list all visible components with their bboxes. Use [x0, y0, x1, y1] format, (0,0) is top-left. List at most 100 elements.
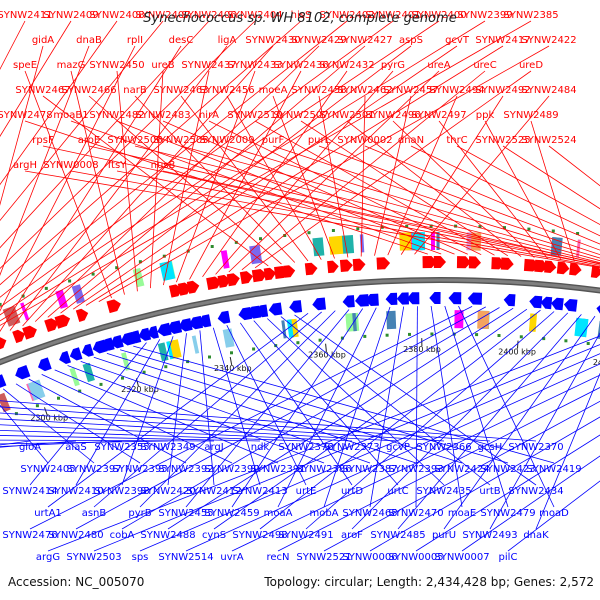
marker-dot	[527, 227, 531, 231]
forward-gene-label: SYNW2437	[181, 60, 236, 71]
forward-gene-arrow	[433, 256, 446, 268]
label-leader-line	[0, 20, 118, 186]
reverse-gene-label: urtA1	[34, 508, 62, 519]
kbp-tick-label: 2400 kbp	[498, 348, 536, 357]
marker-dot	[91, 272, 95, 276]
marker-dot	[234, 240, 238, 244]
marker-dot	[57, 396, 60, 400]
forward-gene-label: SYNW2385	[503, 10, 558, 21]
label-leader-line	[212, 327, 261, 486]
accession-text: Accession: NC_005070	[8, 575, 144, 589]
forward-gene-label: SYNW2489	[503, 110, 558, 121]
forward-gene-label: SYNW2492	[475, 85, 530, 96]
forward-gene-arrow	[12, 329, 25, 344]
label-leader-line	[70, 120, 442, 255]
summary-text: Topology: circular; Length: 2,434,428 bp…	[263, 575, 594, 589]
label-leader-line	[351, 312, 569, 530]
label-leader-line	[70, 70, 125, 295]
label-leader-line	[85, 45, 504, 306]
forward-gene-arrow	[468, 256, 481, 269]
reverse-gene-label: SYNW2397	[66, 464, 121, 475]
label-leader-line	[42, 145, 588, 264]
reverse-gene-label: SYNW2480	[48, 530, 103, 541]
marker-dot	[519, 335, 523, 339]
forward-gene-arrow	[352, 258, 366, 271]
forward-gene-label: SYNW0008	[43, 160, 98, 171]
label-leader-line	[267, 318, 445, 486]
label-leader-line	[88, 145, 600, 265]
label-leader-line	[163, 70, 210, 286]
forward-gene-label: ligA	[218, 35, 237, 46]
forward-gene-arrow	[544, 260, 557, 273]
forward-gene-label: SYNW2482	[89, 110, 144, 121]
forward-gene-label: desC	[169, 35, 194, 46]
label-leader-line	[228, 70, 440, 273]
marker-dot	[252, 347, 256, 351]
gene-labels: SYNW2411SYNW2409SYNW2408SYNW2407SYNW2406…	[0, 10, 600, 563]
forward-gene-label: SYNW0002	[337, 135, 392, 146]
reverse-gene-arrow	[551, 297, 564, 311]
cog-category-block	[82, 362, 95, 383]
forward-gene-label: SYNW2408	[89, 10, 144, 21]
label-leader-line	[280, 316, 491, 486]
reverse-gene-arrow	[312, 297, 326, 311]
forward-gene-label: SYNW2399	[457, 10, 512, 21]
marker-dot	[307, 231, 311, 235]
backbone	[0, 277, 600, 366]
reverse-gene-label: SYNW2435	[416, 486, 471, 497]
label-leader-line	[106, 353, 463, 464]
forward-gene-label: SYNW2462	[337, 85, 392, 96]
forward-gene-label: moeA	[259, 85, 288, 96]
reverse-gene-label: SYNW2386	[296, 464, 351, 475]
reverse-gene-arrow	[342, 295, 355, 308]
reverse-gene-label: SYNW2349	[140, 442, 195, 453]
cog-category-block	[132, 268, 145, 288]
cog-category-block	[0, 392, 11, 413]
forward-gene-arrow	[206, 276, 222, 290]
label-leader-line	[189, 70, 302, 280]
forward-gene-arrow	[556, 261, 570, 275]
label-leader-line	[24, 170, 600, 268]
forward-gene-label: SYNW2404	[227, 10, 282, 21]
reverse-gene-label: SYNW0005	[388, 552, 443, 563]
forward-gene-arrow	[376, 257, 391, 270]
marker-dot	[162, 254, 166, 258]
label-leader-line	[318, 95, 349, 258]
forward-gene-label: SYNW2483	[135, 110, 190, 121]
reverse-gene-arrow	[256, 304, 269, 318]
forward-gene-label: ureA	[427, 60, 450, 71]
forward-gene-arrow	[22, 325, 37, 340]
marker-dot	[296, 341, 300, 345]
reverse-gene-label: SYNW2470	[388, 508, 443, 519]
reverse-gene-label: pilC	[499, 552, 518, 563]
forward-gene-label: rplI	[127, 35, 143, 46]
reverse-gene-label: gcvP	[386, 442, 410, 453]
label-leader-line	[15, 383, 141, 464]
forward-gene-arrow	[422, 256, 437, 269]
label-leader-line	[150, 70, 164, 289]
label-leader-line	[0, 20, 164, 222]
reverse-gene-label: SYNW2398	[94, 486, 149, 497]
forward-gene-label: SYNW2458	[291, 85, 346, 96]
reverse-gene-arrow	[102, 337, 115, 351]
reverse-gene-label: purU	[432, 530, 456, 541]
forward-gene-label: SYNW2411	[0, 10, 53, 21]
label-leader-line	[0, 418, 399, 442]
reverse-gene-arrow	[238, 307, 253, 321]
reverse-gene-arrow	[429, 292, 441, 304]
label-leader-line	[0, 440, 169, 445]
label-leader-line	[323, 400, 600, 552]
forward-gene-label: SYNW2406	[181, 10, 236, 21]
forward-gene-label: SYNW2402	[319, 10, 374, 21]
label-leader-line	[374, 95, 412, 256]
cog-category-block	[345, 312, 360, 332]
reverse-gene-arrow	[396, 292, 409, 305]
forward-gene-label: SYNW2467	[15, 85, 70, 96]
label-leader-line	[0, 20, 256, 269]
forward-gene-arrow	[569, 262, 582, 276]
reverse-gene-label: moaD	[539, 508, 569, 519]
label-leader-line	[139, 310, 336, 508]
reverse-gene-label: SYNW2420	[140, 486, 195, 497]
label-leader-line	[507, 480, 600, 552]
reverse-gene-label: SYNW2476	[2, 530, 57, 541]
